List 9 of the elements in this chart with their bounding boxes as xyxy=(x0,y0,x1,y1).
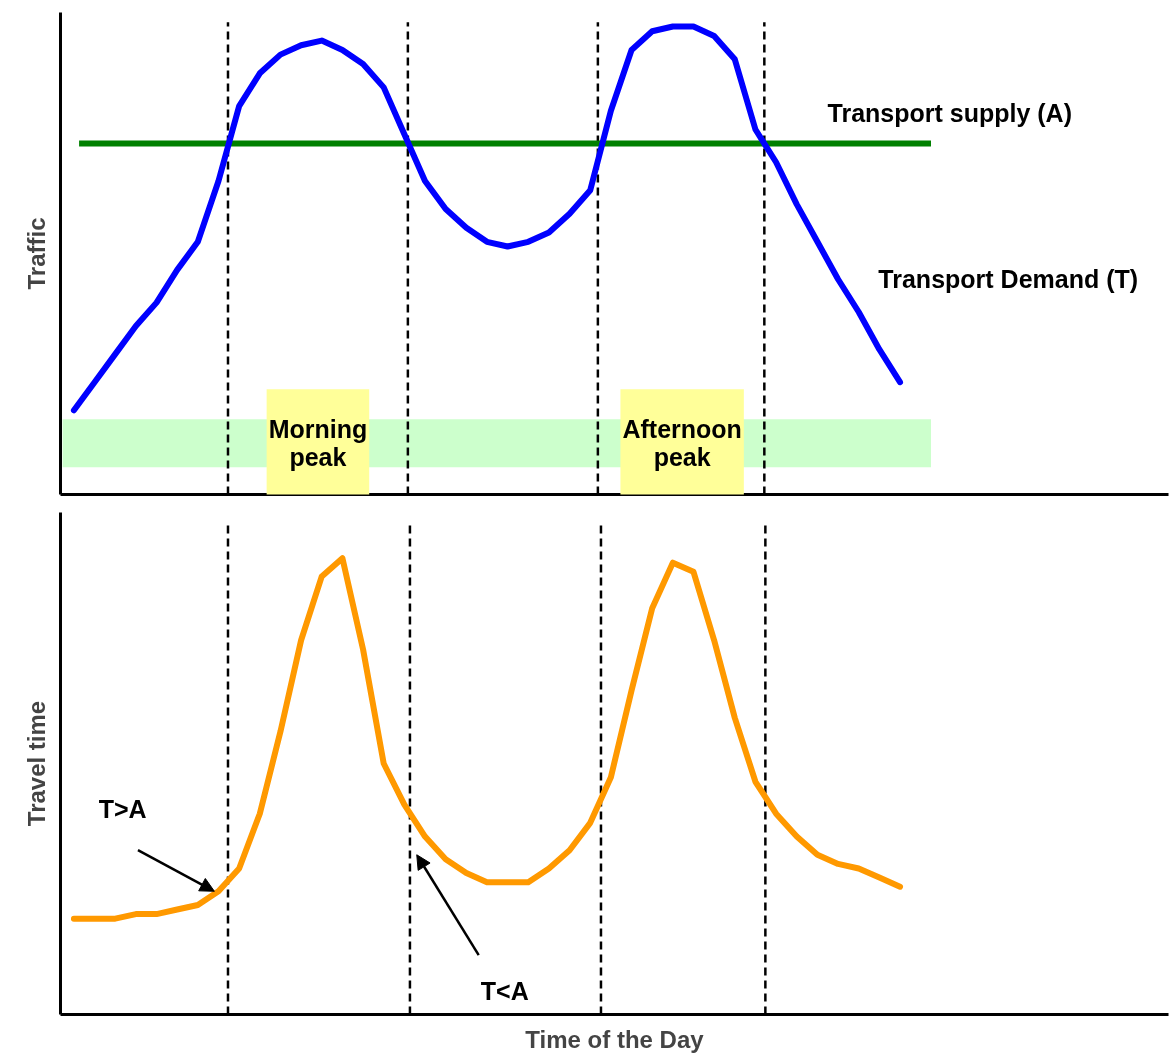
annotation: Afternoon peak xyxy=(622,415,742,472)
annotation: T<A xyxy=(480,977,529,1006)
y-axis-title: Travel time xyxy=(22,700,50,827)
annotation: T>A xyxy=(98,794,147,823)
series-label: Transport Demand (T) xyxy=(878,265,1139,294)
ref-line-label: Transport supply (A) xyxy=(827,99,1072,128)
annotation: Morning peak xyxy=(268,415,368,472)
x-axis-title: Time of the Day xyxy=(525,1025,705,1053)
y-axis-title: Traffic xyxy=(22,217,50,290)
